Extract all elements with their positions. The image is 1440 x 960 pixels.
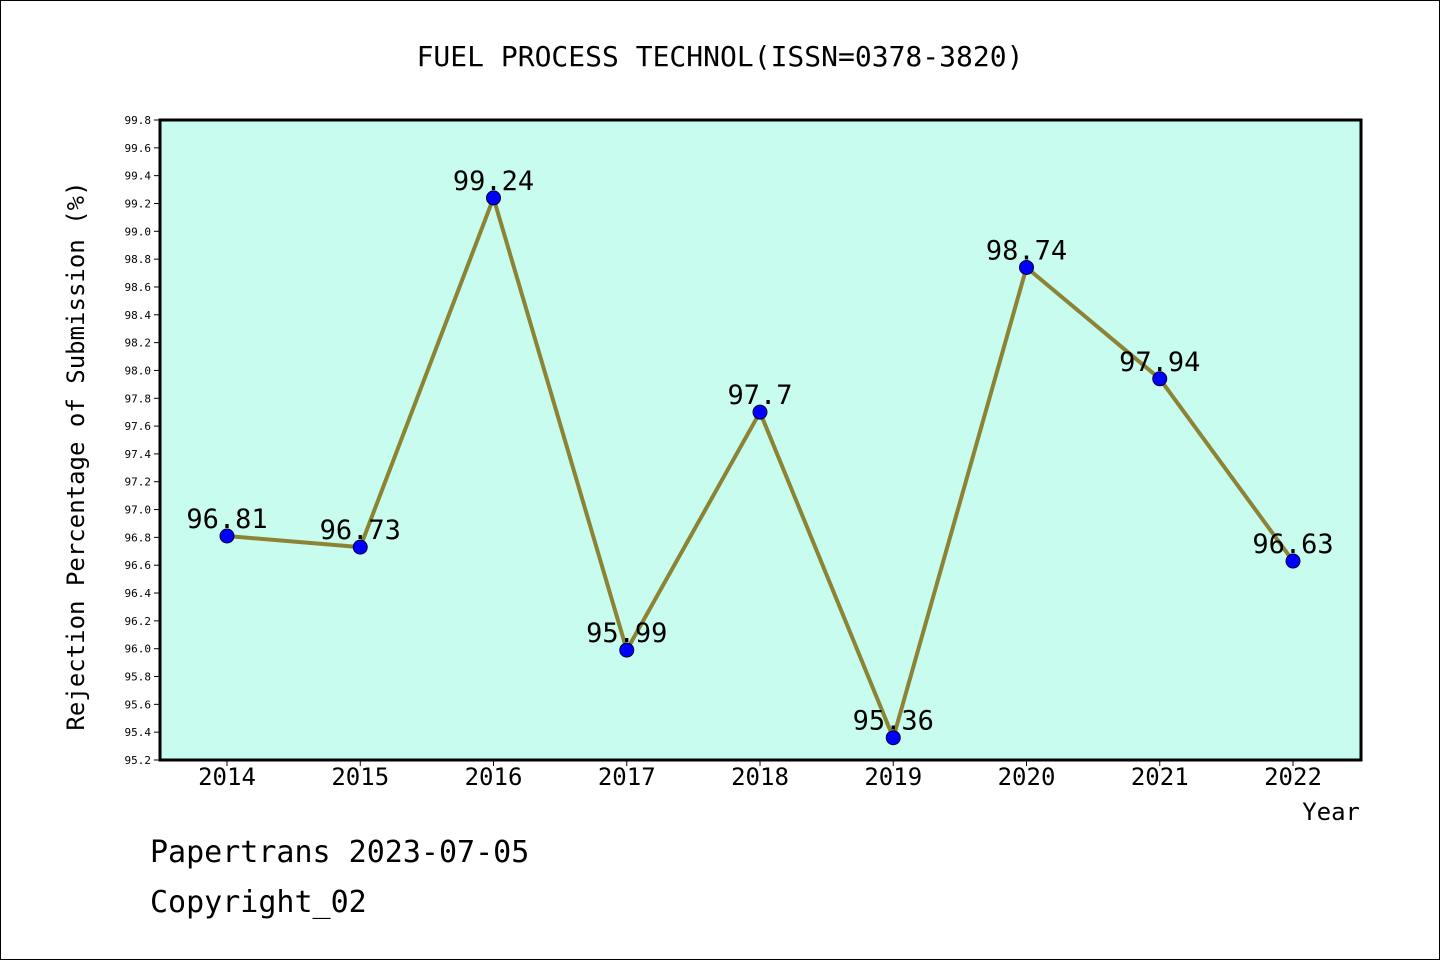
footer-copyright: Copyright_02 [150, 885, 367, 920]
data-labels: 96.81 96.73 99.24 95.99 97.7 95.36 98.74 97.94 9… [186, 166, 1333, 737]
y-tick-label: 97.6 [125, 420, 152, 433]
x-tick-label: 2014 [198, 763, 256, 791]
y-tick-label: 97.2 [125, 476, 152, 489]
x-axis-label: Year [1302, 798, 1360, 826]
y-tick-label: 98.2 [125, 337, 152, 350]
data-point-marker [752, 404, 768, 420]
data-point-marker [619, 642, 635, 658]
y-tick-label: 96.2 [125, 615, 152, 628]
data-markers [219, 190, 1301, 746]
x-tick-label: 2020 [998, 763, 1056, 791]
y-tick-label: 97.4 [125, 448, 152, 461]
data-label: 99.24 [453, 166, 534, 197]
data-point-marker [1152, 371, 1168, 387]
x-tick-label: 2018 [731, 763, 789, 791]
plot-area [160, 120, 1361, 760]
y-tick-label: 95.8 [125, 671, 152, 684]
y-axis-label: Rejection Percentage of Submission (%) [62, 181, 90, 730]
x-tick-label: 2019 [864, 763, 922, 791]
y-tick-label: 96.4 [125, 587, 152, 600]
y-tick-label: 99.8 [125, 114, 152, 127]
y-tick-label: 98.4 [125, 309, 152, 322]
data-label: 97.7 [727, 380, 792, 411]
y-tick-label: 99.4 [125, 170, 152, 183]
y-tick-label: 97.8 [125, 392, 152, 405]
data-point-marker [1019, 259, 1034, 275]
y-tick-label: 97.0 [125, 504, 152, 517]
x-tick-label: 2015 [331, 763, 389, 791]
y-tick-label: 99.2 [125, 197, 152, 210]
x-tick-label: 2021 [1131, 763, 1189, 791]
plot-border [158, 118, 1363, 762]
y-tick-label: 99.6 [125, 142, 152, 155]
x-tick-label: 2016 [465, 763, 523, 791]
data-label: 95.36 [853, 706, 934, 737]
y-tick-label: 98.0 [125, 364, 152, 377]
data-point-marker [1285, 553, 1301, 569]
y-tick-label: 96.6 [125, 559, 152, 572]
footer-date: Papertrans 2023-07-05 [150, 835, 530, 870]
data-point-marker [885, 730, 901, 746]
x-tick-label: 2017 [598, 763, 656, 791]
data-label: 96.73 [320, 515, 401, 546]
data-label: 96.81 [186, 504, 267, 535]
data-label: 98.74 [986, 235, 1067, 266]
y-tick-label: 98.6 [125, 281, 152, 294]
data-label: 96.63 [1252, 529, 1333, 560]
y-tick-label: 95.4 [125, 726, 152, 739]
x-tick-label: 2022 [1264, 763, 1322, 791]
x-axis-ticks: 2014 2015 2016 2017 2018 2019 2020 2021 2022 [198, 760, 1322, 791]
data-point-marker [352, 539, 368, 555]
data-label: 95.99 [586, 618, 667, 649]
data-point-marker [486, 190, 501, 206]
chart-title: FUEL PROCESS TECHNOL(ISSN=0378-3820) [417, 40, 1024, 73]
y-tick-label: 96.0 [125, 643, 152, 656]
y-tick-label: 96.8 [125, 531, 152, 544]
y-axis-ticks: 95.2 95.4 95.6 95.8 96.0 96.2 96.4 96.6 96.8 97.0… [125, 114, 160, 767]
y-tick-label: 99.0 [125, 225, 152, 238]
y-tick-label: 98.8 [125, 253, 152, 266]
y-tick-label: 95.2 [125, 754, 152, 767]
data-point-marker [219, 528, 235, 544]
data-label: 97.94 [1119, 347, 1200, 378]
y-tick-label: 95.6 [125, 698, 152, 711]
